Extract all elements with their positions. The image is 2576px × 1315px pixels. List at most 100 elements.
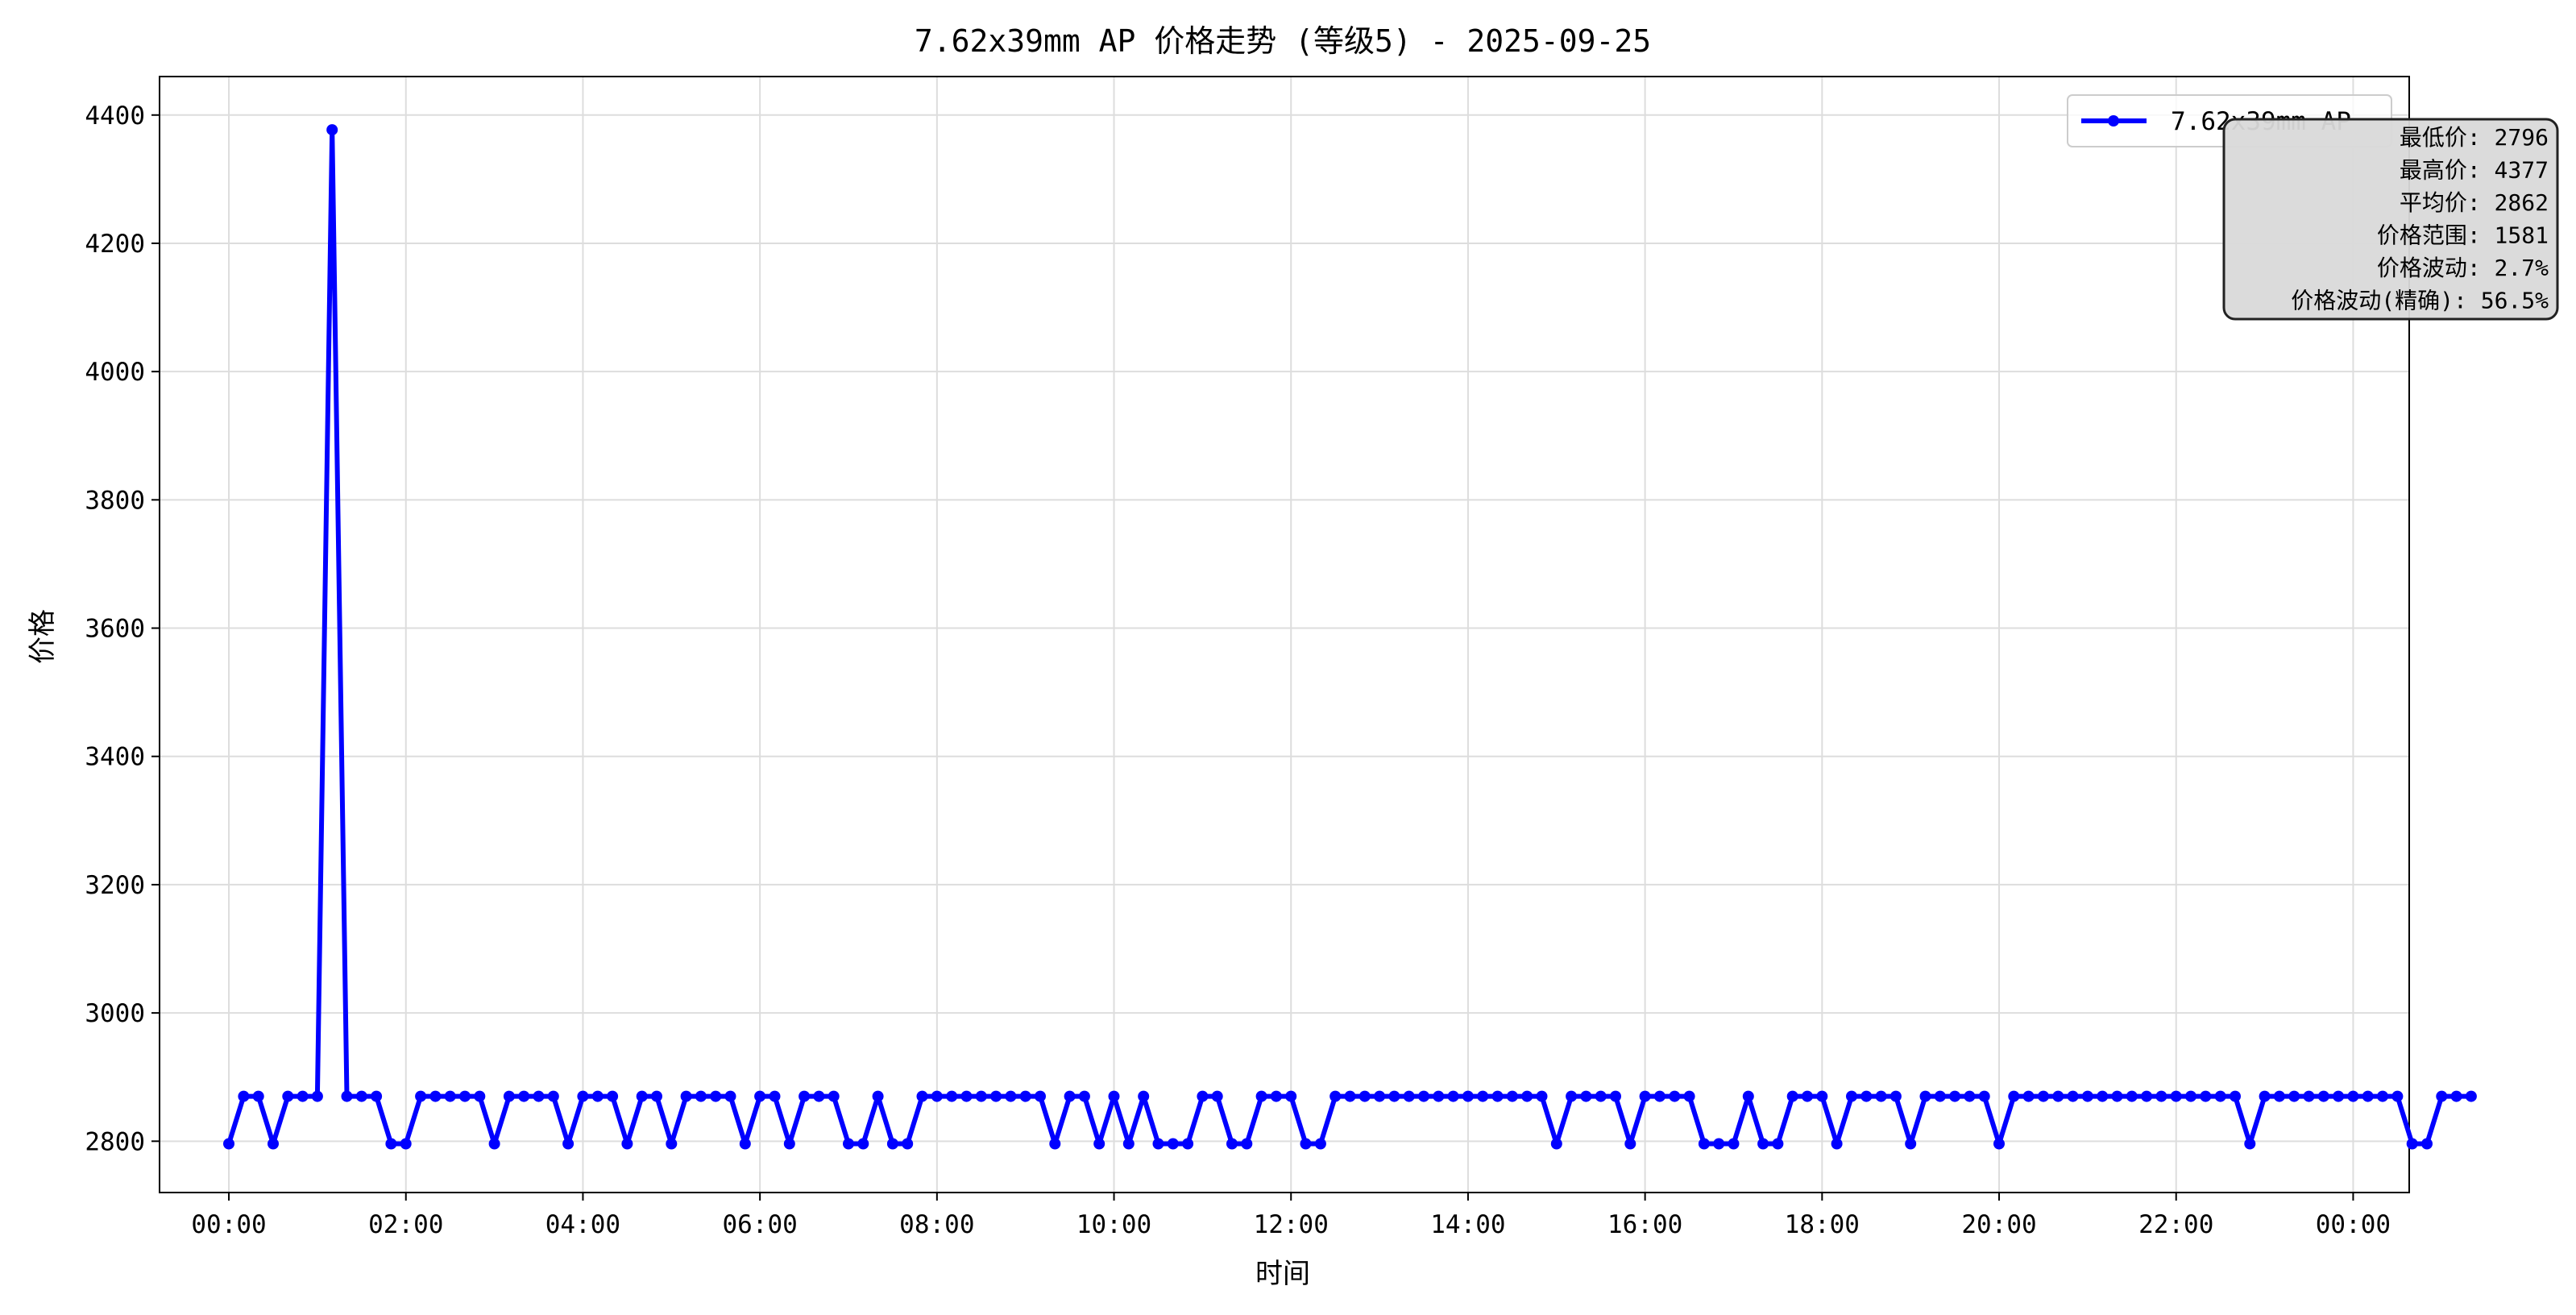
data-point	[902, 1138, 914, 1150]
data-point	[444, 1090, 456, 1102]
data-point	[1802, 1090, 1813, 1102]
data-point	[1905, 1138, 1917, 1150]
data-point	[1285, 1090, 1297, 1102]
data-point	[2038, 1090, 2049, 1102]
data-point	[990, 1090, 1002, 1102]
data-point	[2259, 1090, 2271, 1102]
data-point	[2008, 1090, 2020, 1102]
data-point	[739, 1138, 751, 1150]
data-point	[1491, 1090, 1504, 1102]
data-point	[2022, 1090, 2035, 1102]
data-point	[1816, 1090, 1828, 1102]
data-point	[2347, 1090, 2359, 1102]
data-point	[651, 1090, 662, 1102]
data-point	[2317, 1090, 2329, 1102]
data-point	[2406, 1138, 2418, 1150]
data-point	[666, 1138, 678, 1150]
data-point	[799, 1090, 811, 1102]
data-point	[1255, 1090, 1267, 1102]
data-point	[1949, 1090, 1961, 1102]
data-point	[488, 1138, 500, 1150]
data-point	[1919, 1090, 1931, 1102]
stats-line: 价格波动(精确): 56.5%	[2291, 288, 2549, 314]
data-point	[724, 1090, 736, 1102]
stats-line: 最高价: 4377	[2400, 157, 2549, 184]
data-point	[1300, 1138, 1312, 1150]
data-point	[1418, 1090, 1429, 1102]
data-point	[1742, 1090, 1754, 1102]
data-point	[1182, 1138, 1194, 1150]
x-axis-label: 时间	[1255, 1258, 1310, 1290]
data-point	[2333, 1090, 2345, 1102]
x-tick-label: 14:00	[1430, 1210, 1505, 1239]
data-point	[385, 1138, 397, 1150]
data-point	[2170, 1090, 2182, 1102]
data-point	[2450, 1090, 2462, 1102]
data-point	[238, 1090, 250, 1102]
data-point	[252, 1090, 264, 1102]
data-point	[1388, 1090, 1400, 1102]
data-point	[1610, 1090, 1621, 1102]
data-point	[754, 1090, 766, 1102]
data-point	[621, 1138, 633, 1150]
x-tick-label: 16:00	[1607, 1210, 1682, 1239]
data-point	[1197, 1090, 1209, 1102]
data-point	[2141, 1090, 2153, 1102]
data-point	[1728, 1138, 1740, 1150]
data-point	[2465, 1090, 2477, 1102]
data-point	[282, 1090, 294, 1102]
data-point	[2097, 1090, 2109, 1102]
data-point	[1211, 1090, 1223, 1102]
chart-title: 7.62x39mm AP 价格走势 (等级5) - 2025-09-25	[915, 23, 1651, 59]
data-point	[1270, 1090, 1282, 1102]
data-point	[297, 1090, 309, 1102]
data-point	[311, 1090, 323, 1102]
data-point	[1713, 1138, 1725, 1150]
data-point	[1005, 1090, 1017, 1102]
y-axis-label: 价格	[27, 609, 59, 664]
data-point	[1624, 1138, 1636, 1150]
y-tick-label: 3400	[85, 743, 145, 772]
data-point	[1035, 1090, 1046, 1102]
stats-line: 价格波动: 2.7%	[2377, 255, 2549, 281]
data-point	[1049, 1138, 1061, 1150]
y-tick-label: 3200	[85, 871, 145, 900]
data-point	[2421, 1138, 2433, 1150]
data-point	[931, 1090, 943, 1102]
data-point	[946, 1090, 958, 1102]
series-line	[226, 127, 2471, 1147]
data-point	[2303, 1090, 2315, 1102]
data-point	[1757, 1138, 1769, 1150]
data-point	[695, 1090, 707, 1102]
data-point	[223, 1138, 234, 1150]
y-tick-label: 4400	[85, 102, 145, 131]
data-point	[975, 1090, 987, 1102]
data-point	[371, 1090, 383, 1102]
stats-line: 价格范围: 1581	[2377, 222, 2549, 249]
data-point	[1167, 1138, 1179, 1150]
data-point	[326, 124, 338, 136]
data-point	[1093, 1138, 1105, 1150]
data-point	[1462, 1090, 1474, 1102]
data-point	[636, 1090, 648, 1102]
data-point	[1374, 1090, 1386, 1102]
data-point	[1683, 1090, 1695, 1102]
data-point	[2200, 1090, 2212, 1102]
data-point	[1595, 1090, 1607, 1102]
data-point	[828, 1090, 840, 1102]
data-point	[1314, 1138, 1326, 1150]
data-point	[1846, 1090, 1857, 1102]
grid	[160, 77, 2409, 1193]
data-point	[2214, 1090, 2226, 1102]
data-point	[2391, 1090, 2404, 1102]
data-point	[459, 1090, 471, 1102]
data-point	[2273, 1090, 2285, 1102]
data-point	[1344, 1090, 1356, 1102]
data-point	[1078, 1090, 1090, 1102]
plot-frame	[159, 76, 2410, 1193]
data-point	[1536, 1090, 1548, 1102]
data-point	[562, 1138, 575, 1150]
data-point	[2111, 1090, 2123, 1102]
x-tick-label: 08:00	[899, 1210, 974, 1239]
